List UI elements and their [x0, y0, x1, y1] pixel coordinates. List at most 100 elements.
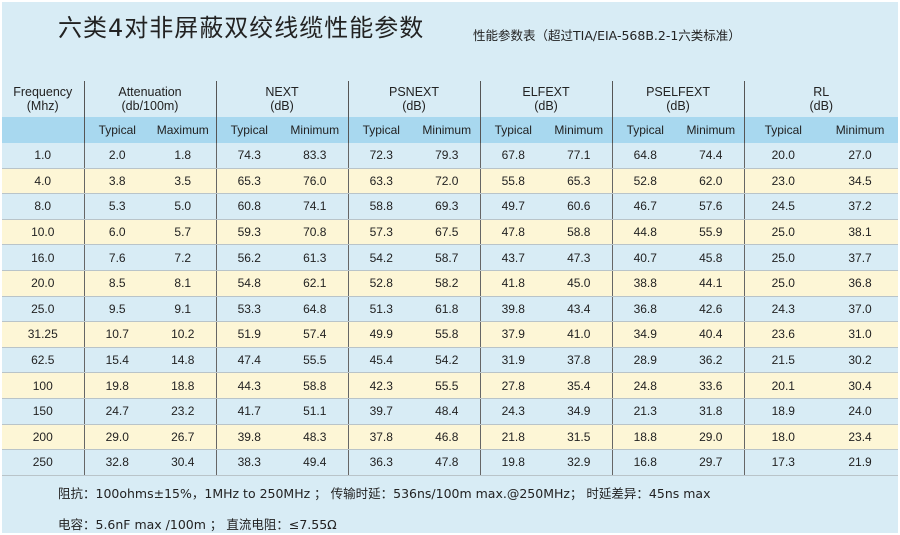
table-cell: 38.8: [611, 270, 679, 297]
table-cell: 54.2: [414, 347, 481, 374]
table-cell: 54.2: [347, 244, 414, 271]
column-group-header: NEXT (dB): [215, 81, 348, 117]
table-cell: 10.7: [83, 321, 150, 348]
table-cell: 8.5: [83, 270, 150, 297]
table-cell: 21.5: [743, 347, 823, 374]
table-cell: 42.6: [678, 296, 745, 323]
column-subheader: Minimum: [546, 117, 613, 143]
table-cell: 36.3: [347, 449, 414, 476]
frequency-cell: 4.0: [2, 168, 84, 195]
table-cell: 25.0: [743, 219, 823, 246]
frequency-cell: 200: [2, 424, 84, 451]
table-row: 200 29.0 26.7 39.8 48.3 37.8 46.8 21.8 31.5 18.8 2…: [2, 424, 899, 451]
frequency-cell: 8.0: [2, 193, 84, 220]
table-row: 150 24.7 23.2 41.7 51.1 39.7 48.4 24.3 34.9 21.3 3…: [2, 398, 899, 425]
table-cell: 30.4: [822, 372, 899, 399]
table-cell: 38.3: [215, 449, 282, 476]
table-cell: 55.9: [678, 219, 745, 246]
table-cell: 25.0: [743, 270, 823, 297]
table-cell: 29.0: [678, 424, 745, 451]
table-cell: 5.0: [150, 193, 216, 220]
specs-note-line-1: 阻抗：100ohms±15%，1MHz to 250MHz ； 传输时延：536…: [58, 486, 711, 501]
frequency-cell: 31.25: [2, 321, 84, 348]
table-cell: 61.3: [282, 244, 348, 271]
group-unit: (dB): [809, 99, 834, 113]
table-cell: 40.4: [678, 321, 745, 348]
table-row: 8.0 5.3 5.0 60.8 74.1 58.8 69.3 49.7 60.6 46.7 57.…: [2, 193, 899, 220]
table-cell: 16.8: [611, 449, 679, 476]
table-cell: 18.8: [150, 372, 216, 399]
table-cell: 34.9: [546, 398, 613, 425]
table-cell: 62.1: [282, 270, 348, 297]
table-cell: 67.5: [414, 219, 481, 246]
column-subheader: Typical: [479, 117, 547, 143]
group-header-row: Frequency (Mhz) Attenuation (db/100m) NEXT (d…: [2, 81, 899, 117]
frequency-cell: 1.0: [2, 143, 84, 169]
table-cell: 37.2: [822, 193, 899, 220]
table-cell: 7.6: [83, 244, 150, 271]
group-unit: (dB): [270, 99, 294, 113]
table-cell: 34.9: [611, 321, 679, 348]
column-group-header: Attenuation (db/100m): [83, 81, 216, 117]
group-unit: (dB): [534, 99, 558, 113]
table-cell: 32.8: [83, 449, 150, 476]
table-row: 250 32.8 30.4 38.3 49.4 36.3 47.8 19.8 32.9 16.8 2…: [2, 449, 899, 476]
table-cell: 52.8: [347, 270, 414, 297]
table-cell: 57.6: [678, 193, 745, 220]
column-group-header: RL (dB): [743, 81, 899, 117]
table-cell: 44.1: [678, 270, 745, 297]
table-cell: 62.0: [678, 168, 745, 195]
group-label: ELFEXT: [522, 85, 570, 99]
table-cell: 55.8: [414, 321, 481, 348]
table-cell: 47.8: [479, 219, 547, 246]
table-cell: 53.3: [215, 296, 282, 323]
group-unit: (dB): [402, 99, 426, 113]
table-cell: 10.2: [150, 321, 216, 348]
column-subheader: Typical: [743, 117, 823, 143]
table-cell: 45.8: [678, 244, 745, 271]
table-cell: 47.8: [414, 449, 481, 476]
table-cell: 67.8: [479, 143, 547, 169]
table-cell: 27.0: [822, 143, 899, 169]
table-cell: 38.1: [822, 219, 899, 246]
table-row: 4.0 3.8 3.5 65.3 76.0 63.3 72.0 55.8 65.3 52.8 62.…: [2, 168, 899, 195]
table-cell: 64.8: [611, 143, 679, 169]
table-cell: 51.9: [215, 321, 282, 348]
table-cell: 41.8: [479, 270, 547, 297]
column-subheader: [2, 117, 84, 143]
table-cell: 30.4: [150, 449, 216, 476]
table-cell: 69.3: [414, 193, 481, 220]
frequency-cell: 16.0: [2, 244, 84, 271]
table-cell: 14.8: [150, 347, 216, 374]
performance-table: Frequency (Mhz) Attenuation (db/100m) NEXT (d…: [2, 81, 899, 476]
table-cell: 30.2: [822, 347, 899, 374]
table-cell: 58.8: [546, 219, 613, 246]
table-cell: 74.3: [215, 143, 282, 169]
table-cell: 51.1: [282, 398, 348, 425]
table-cell: 45.4: [347, 347, 414, 374]
frequency-cell: 150: [2, 398, 84, 425]
column-subheader: Maximum: [150, 117, 216, 143]
table-cell: 52.8: [611, 168, 679, 195]
table-cell: 23.2: [150, 398, 216, 425]
table-cell: 29.7: [678, 449, 745, 476]
table-cell: 15.4: [83, 347, 150, 374]
table-cell: 24.8: [611, 372, 679, 399]
group-label: RL: [813, 85, 830, 99]
table-cell: 55.8: [479, 168, 547, 195]
column-subheader: Typical: [83, 117, 150, 143]
column-subheader: Typical: [611, 117, 679, 143]
table-cell: 49.7: [479, 193, 547, 220]
table-cell: 5.3: [83, 193, 150, 220]
table-cell: 65.3: [546, 168, 613, 195]
table-cell: 36.8: [822, 270, 899, 297]
table-cell: 48.3: [282, 424, 348, 451]
column-group-header: ELFEXT (dB): [479, 81, 613, 117]
frequency-cell: 10.0: [2, 219, 84, 246]
table-cell: 31.8: [678, 398, 745, 425]
table-cell: 24.7: [83, 398, 150, 425]
table-row: 62.5 15.4 14.8 47.4 55.5 45.4 54.2 31.9 37.8 28.9…: [2, 347, 899, 374]
column-subheader: Minimum: [822, 117, 899, 143]
table-cell: 9.5: [83, 296, 150, 323]
table-cell: 18.8: [611, 424, 679, 451]
